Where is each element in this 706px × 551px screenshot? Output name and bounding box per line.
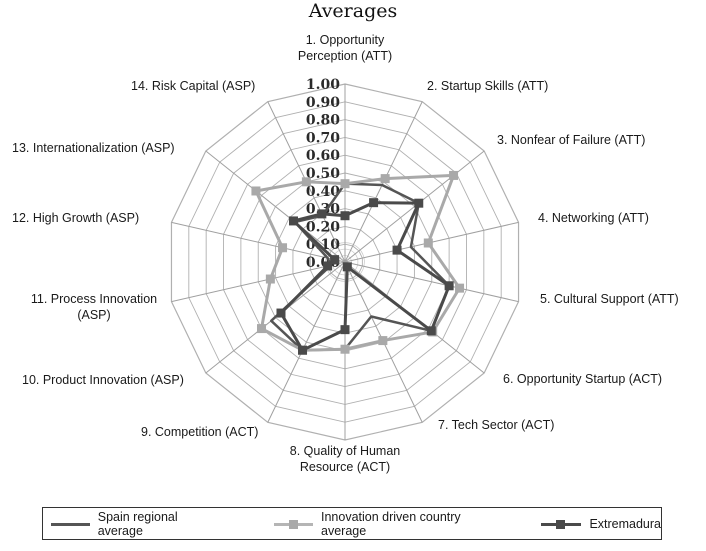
axis-label: 2. Startup Skills (ATT)	[427, 79, 549, 93]
data-point-marker	[278, 243, 288, 253]
axis-label: 14. Risk Capital (ASP)	[131, 79, 256, 93]
data-point-marker	[423, 238, 433, 248]
grid-spoke	[344, 261, 519, 303]
data-point-marker	[380, 174, 390, 184]
legend-swatch-square-marker-icon	[541, 519, 582, 529]
tick-label: 0.70	[306, 130, 340, 146]
data-point-marker	[340, 179, 350, 189]
legend-label: Extremadura	[589, 516, 661, 531]
data-point-marker	[340, 344, 350, 354]
axis-label: 4. Networking (ATT)	[538, 211, 649, 225]
tick-label: 0.40	[306, 184, 340, 200]
legend-item-extremadura: Extremadura	[541, 517, 661, 531]
data-point-marker	[301, 177, 311, 187]
axis-label: 7. Tech Sector (ACT)	[438, 418, 555, 432]
data-point-marker	[342, 262, 352, 272]
grid-spoke	[171, 261, 346, 303]
data-point-marker	[317, 209, 327, 219]
axis-label: 12. High Growth (ASP)	[12, 211, 140, 225]
data-point-marker	[298, 345, 308, 355]
axis-label: 13. Internationalization (ASP)	[12, 141, 175, 155]
tick-label: 1.00	[306, 77, 340, 93]
axis-label: 9. Competition (ACT)	[141, 425, 259, 439]
axis-label: 8. Quality of Human Resource (ACT)	[289, 444, 401, 474]
data-point-marker	[369, 198, 379, 208]
axis-label: 10. Product Innovation (ASP)	[22, 373, 184, 387]
grid-spoke	[171, 221, 346, 263]
data-point-marker	[251, 186, 261, 196]
grid-spoke	[267, 261, 346, 423]
data-point-marker	[257, 324, 267, 334]
tick-label: 0.50	[306, 166, 340, 182]
tick-label: 0.80	[306, 113, 340, 129]
data-point-marker	[455, 283, 465, 293]
data-point-marker	[276, 308, 286, 318]
tick-label: 0.60	[306, 148, 340, 164]
grid-spoke	[205, 150, 346, 263]
axis-label: 3. Nonfear of Failure (ATT)	[497, 133, 646, 147]
legend-swatch-line-icon	[51, 519, 90, 529]
data-point-marker	[289, 216, 299, 226]
data-point-marker	[414, 198, 424, 208]
data-point-marker	[426, 326, 436, 336]
tick-label: 0.20	[306, 219, 340, 235]
data-point-marker	[340, 211, 350, 221]
data-point-marker	[340, 325, 350, 335]
data-point-marker	[323, 261, 333, 271]
data-point-marker	[378, 336, 388, 346]
chart-title: Averages	[308, 0, 398, 22]
axis-label: 1. Opportunity Perception (ATT)	[297, 33, 393, 63]
data-point-marker	[449, 170, 459, 180]
axis-label: 5. Cultural Support (ATT)	[540, 292, 679, 306]
data-point-marker	[265, 274, 275, 284]
data-point-marker	[330, 255, 340, 265]
legend-label: Innovation driven country average	[321, 509, 461, 538]
axis-label: 11. Process Innovation (ASP)	[30, 292, 158, 322]
legend-item-innovation: Innovation driven country average	[274, 510, 503, 538]
data-point-marker	[392, 245, 402, 255]
axis-label: 6. Opportunity Startup (ACT)	[503, 372, 663, 386]
legend-item-spain: Spain regional average	[51, 510, 222, 538]
legend-swatch-square-marker-icon	[274, 519, 313, 529]
chart-legend: Spain regional average Innovation driven…	[42, 507, 662, 540]
tick-label: 0.90	[306, 95, 340, 111]
legend-label: Spain regional average	[97, 509, 178, 538]
data-point-marker	[444, 281, 454, 291]
